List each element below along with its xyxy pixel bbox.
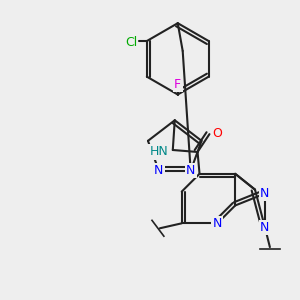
Text: N: N	[186, 164, 195, 177]
Text: N: N	[154, 164, 164, 177]
Text: N: N	[260, 187, 270, 200]
Text: O: O	[212, 127, 222, 140]
Text: HN: HN	[149, 146, 168, 158]
Text: Cl: Cl	[125, 37, 137, 50]
Text: F: F	[174, 78, 181, 91]
Text: N: N	[213, 217, 222, 230]
Text: N: N	[260, 221, 270, 234]
